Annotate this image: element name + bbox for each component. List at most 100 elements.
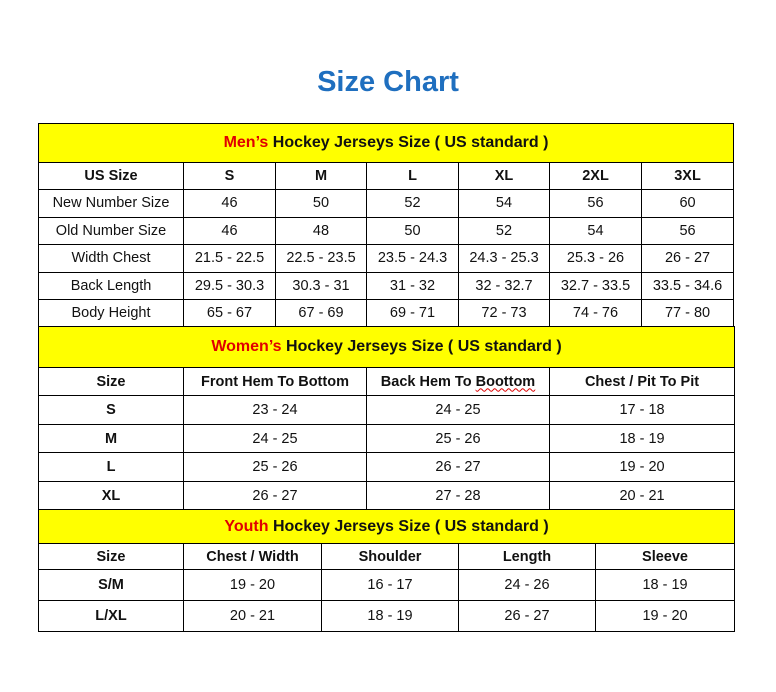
column-header: M (275, 162, 367, 190)
table-cell: 24 - 25 (183, 423, 367, 454)
table-cell: 24.3 - 25.3 (458, 244, 550, 273)
table-cell: 26 - 27 (366, 452, 550, 483)
table-cell: 16 - 17 (321, 569, 459, 601)
table-cell: 32.7 - 33.5 (549, 271, 642, 300)
table-row: Body Height 65 - 67 67 - 69 69 - 71 72 - 73 7… (38, 299, 735, 328)
column-header: Size (38, 367, 184, 396)
row-label: L (38, 452, 184, 483)
table-cell: 56 (640, 216, 735, 245)
table-cell: 20 - 21 (548, 481, 736, 511)
youth-label: Youth (224, 517, 269, 535)
table-cell: 17 - 18 (548, 395, 736, 425)
column-header: 3XL (640, 162, 735, 190)
table-row: XL 26 - 27 27 - 28 20 - 21 (38, 481, 736, 511)
row-label: S (38, 395, 184, 425)
column-header: Back Hem To Boottom (366, 367, 550, 396)
men-label: Men’s (223, 134, 269, 151)
section-title-rest: Hockey Jerseys Size ( US standard ) (268, 517, 549, 535)
column-header: Sleeve (594, 543, 736, 570)
table-cell: 54 (458, 189, 550, 218)
row-label: Back Length (38, 271, 184, 300)
table-cell: 22.5 - 23.5 (275, 244, 367, 273)
men-section-title: Men’s Hockey Jerseys Size ( US standard … (37, 123, 735, 163)
table-cell: 25 - 26 (366, 423, 550, 454)
column-header: Chest / Width (183, 543, 322, 570)
header-row: US Size S M L XL 2XL 3XL (38, 162, 735, 190)
row-label: L/XL (38, 600, 184, 632)
column-header: US Size (38, 162, 184, 190)
table-cell: 25.3 - 26 (549, 244, 642, 273)
table-cell: 48 (275, 216, 367, 245)
table-cell: 26 - 27 (183, 481, 367, 511)
column-header: Chest / Pit To Pit (548, 367, 736, 396)
section-title-rest: Hockey Jerseys Size ( US standard ) (281, 338, 562, 355)
table-row: Back Length 29.5 - 30.3 30.3 - 31 31 - 32 32… (38, 271, 735, 300)
table-row: New Number Size 46 50 52 54 56 60 (38, 189, 735, 218)
table-cell: 19 - 20 (183, 569, 322, 601)
column-header: Front Hem To Bottom (183, 367, 367, 396)
youth-size-table: Youth Hockey Jerseys Size ( US standard … (37, 509, 736, 632)
table-cell: 72 - 73 (458, 299, 550, 328)
table-cell: 29.5 - 30.3 (183, 271, 276, 300)
row-label: Body Height (38, 299, 184, 328)
table-row: L 25 - 26 26 - 27 19 - 20 (38, 452, 736, 483)
table-cell: 52 (458, 216, 550, 245)
table-cell: 24 - 26 (458, 569, 596, 601)
table-cell: 20 - 21 (183, 600, 322, 632)
table-cell: 23 - 24 (183, 395, 367, 425)
table-cell: 27 - 28 (366, 481, 550, 511)
men-size-table: Men’s Hockey Jerseys Size ( US standard … (37, 123, 735, 328)
table-cell: 67 - 69 (275, 299, 367, 328)
table-cell: 33.5 - 34.6 (640, 271, 735, 300)
table-cell: 19 - 20 (548, 452, 736, 483)
row-label: Old Number Size (38, 216, 184, 245)
table-cell: 65 - 67 (183, 299, 276, 328)
table-cell: 24 - 25 (366, 395, 550, 425)
column-header: Shoulder (321, 543, 459, 570)
table-row: M 24 - 25 25 - 26 18 - 19 (38, 423, 736, 454)
row-label: S/M (38, 569, 184, 601)
table-cell: 60 (640, 189, 735, 218)
table-cell: 54 (549, 216, 642, 245)
section-title-rest: Hockey Jerseys Size ( US standard ) (268, 134, 549, 151)
youth-section-title: Youth Hockey Jerseys Size ( US standard … (37, 509, 736, 544)
table-cell: 18 - 19 (594, 569, 736, 601)
women-section-title: Women’s Hockey Jerseys Size ( US standar… (37, 326, 736, 368)
table-cell: 23.5 - 24.3 (366, 244, 459, 273)
table-cell: 32 - 32.7 (458, 271, 550, 300)
table-cell: 25 - 26 (183, 452, 367, 483)
table-cell: 21.5 - 22.5 (183, 244, 276, 273)
row-label: M (38, 423, 184, 454)
table-cell: 74 - 76 (549, 299, 642, 328)
column-header: S (183, 162, 276, 190)
header-row: Size Front Hem To Bottom Back Hem To Boott… (38, 367, 736, 396)
page-title: Size Chart (317, 66, 459, 98)
table-row: L/XL 20 - 21 18 - 19 26 - 27 19 - 20 (38, 600, 736, 632)
table-cell: 18 - 19 (321, 600, 459, 632)
table-cell: 18 - 19 (548, 423, 736, 454)
table-cell: 77 - 80 (640, 299, 735, 328)
column-header: L (366, 162, 459, 190)
table-cell: 26 - 27 (458, 600, 596, 632)
header-row: Size Chest / Width Shoulder Length Sleeve (38, 543, 736, 570)
table-row: S/M 19 - 20 16 - 17 24 - 26 18 - 19 (38, 569, 736, 601)
row-label: New Number Size (38, 189, 184, 218)
women-label: Women’s (211, 338, 282, 355)
column-header: XL (458, 162, 550, 190)
table-row: S 23 - 24 24 - 25 17 - 18 (38, 395, 736, 425)
table-cell: 52 (366, 189, 459, 218)
column-header: 2XL (549, 162, 642, 190)
table-cell: 50 (366, 216, 459, 245)
column-header: Length (458, 543, 596, 570)
row-label: Width Chest (38, 244, 184, 273)
table-cell: 46 (183, 189, 276, 218)
table-cell: 31 - 32 (366, 271, 459, 300)
table-cell: 69 - 71 (366, 299, 459, 328)
column-header: Size (38, 543, 184, 570)
row-label: XL (38, 481, 184, 511)
table-cell: 50 (275, 189, 367, 218)
women-size-table: Women’s Hockey Jerseys Size ( US standar… (37, 326, 736, 511)
table-cell: 26 - 27 (640, 244, 735, 273)
table-row: Old Number Size 46 48 50 52 54 56 (38, 216, 735, 245)
table-cell: 46 (183, 216, 276, 245)
